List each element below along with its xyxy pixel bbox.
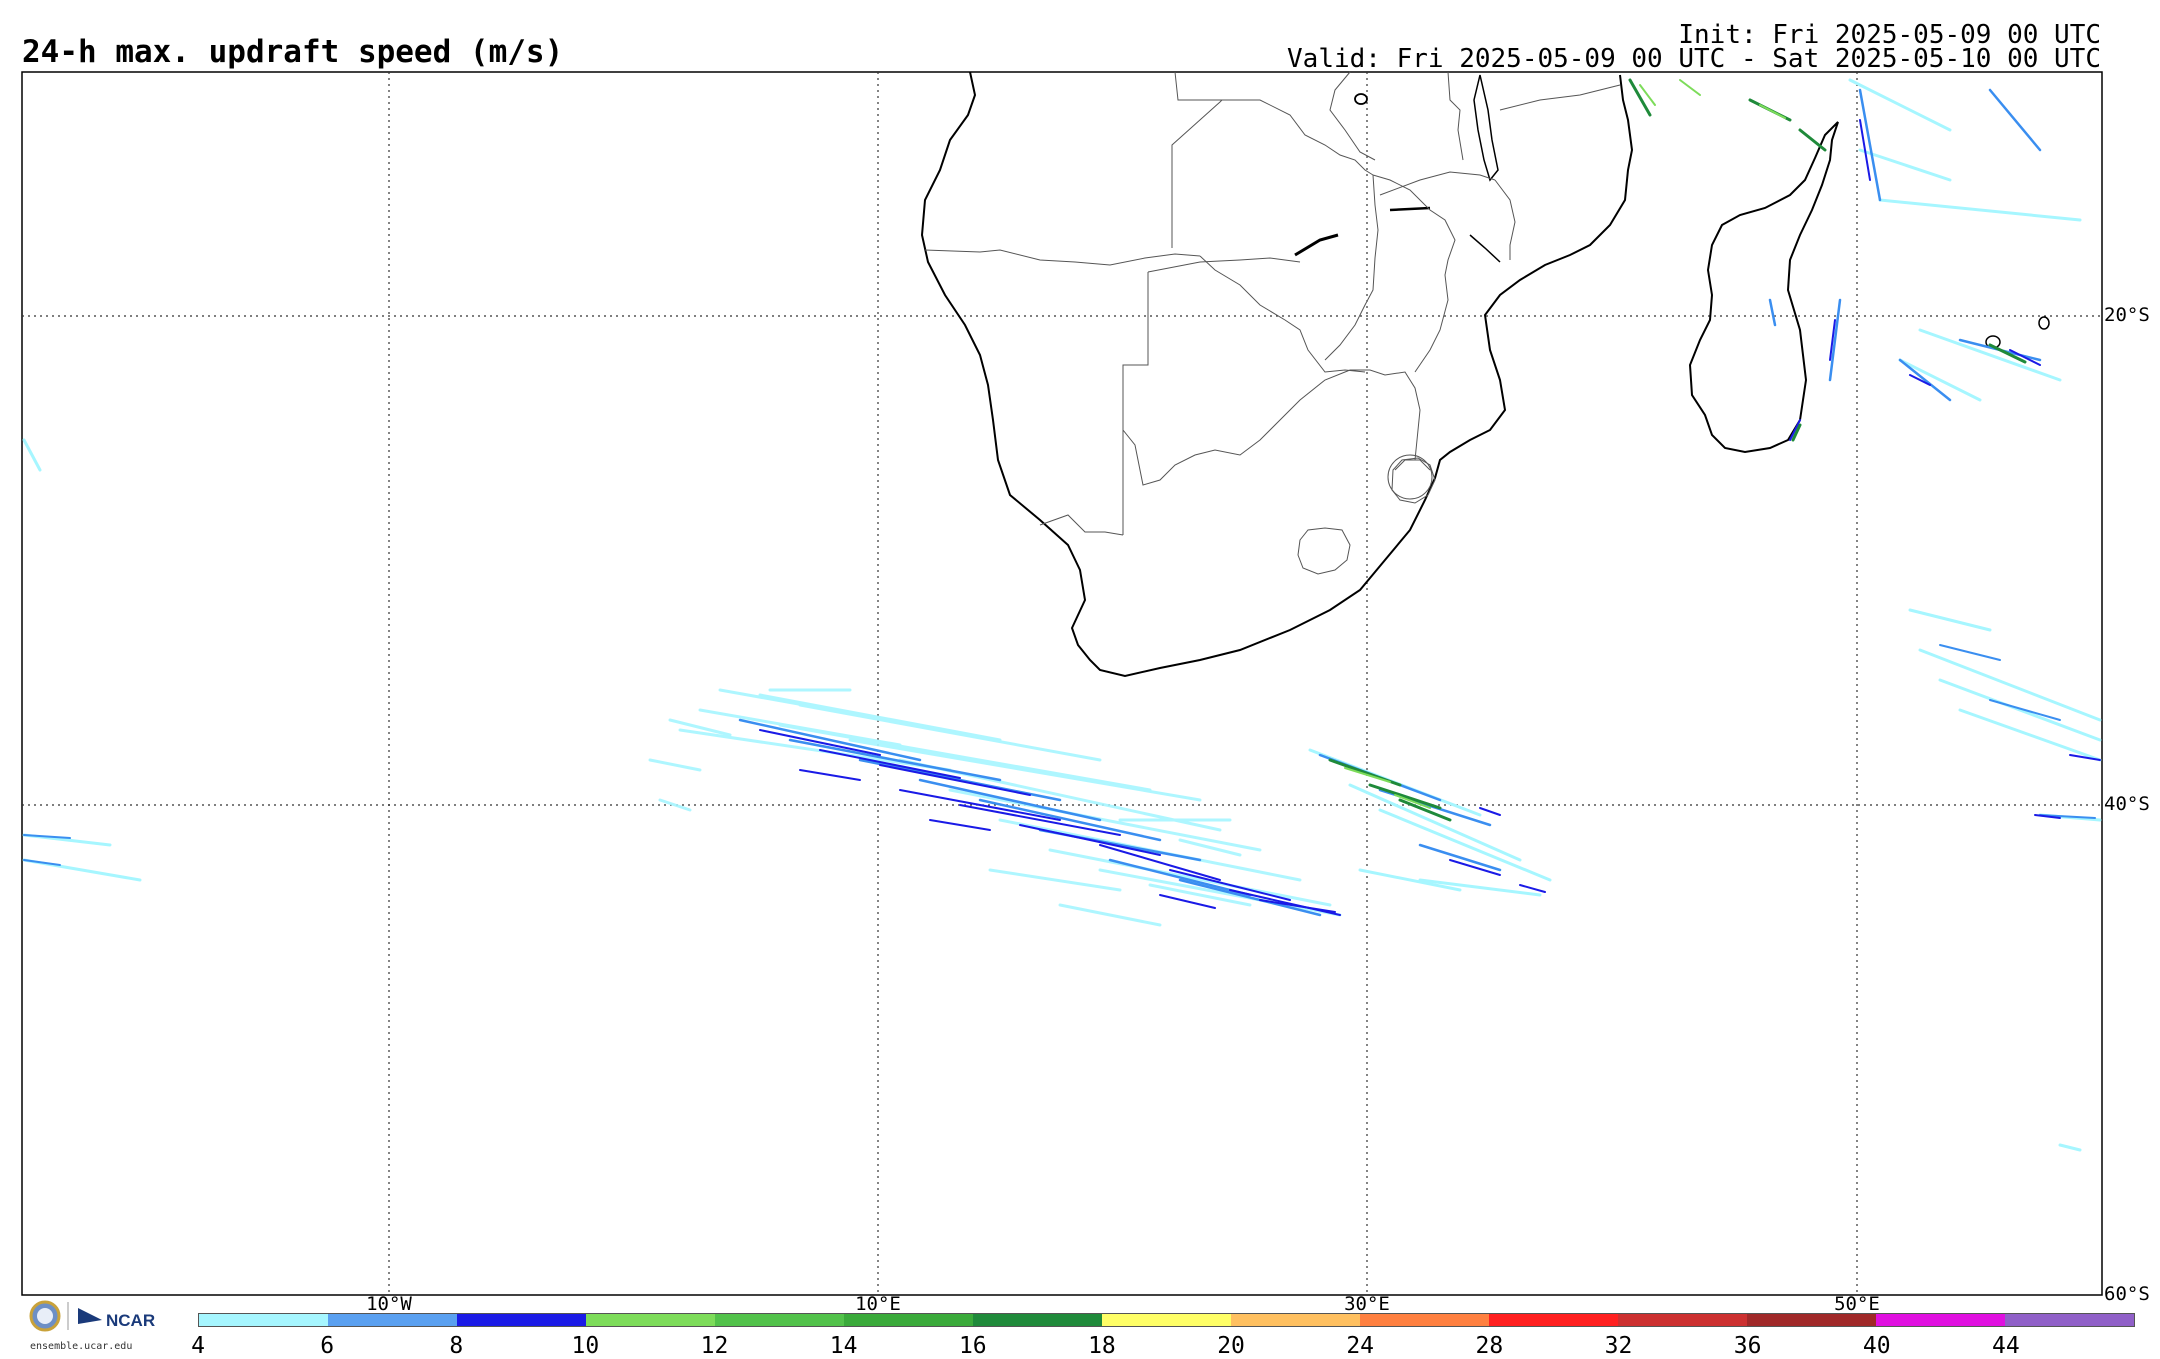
colorbar-tick-label: 4	[191, 1333, 205, 1359]
country-borders	[924, 71, 1621, 575]
coastline	[920, 71, 2050, 678]
colorbar-tick-label: 8	[449, 1333, 464, 1359]
colorbar-tick-label: 14	[829, 1333, 858, 1359]
colorbar-segment	[328, 1314, 457, 1326]
colorbar-segment	[1231, 1314, 1360, 1326]
map-title: 24-h max. updraft speed (m/s)	[22, 34, 564, 70]
colorbar-segment	[1618, 1314, 1747, 1326]
ncar-logo	[29, 1300, 102, 1332]
colorbar-tick-label: 40	[1862, 1333, 1891, 1359]
colorbar-segment	[1360, 1314, 1489, 1326]
colorbar-tick-label: 12	[700, 1333, 729, 1359]
lon-label-10e: 10°E	[855, 1293, 901, 1315]
ncar-label: NCAR	[106, 1311, 156, 1330]
map-frame	[21, 71, 2103, 1296]
ncar-mark-icon	[78, 1308, 102, 1324]
colorbar-tick-label: 18	[1088, 1333, 1116, 1359]
colorbar-tick-label: 10	[571, 1333, 600, 1359]
colorbar-segment	[1489, 1314, 1618, 1326]
lat-label-40s: 40°S	[2104, 793, 2150, 815]
colorbar-segment	[1102, 1314, 1231, 1326]
colorbar-tick-label: 16	[958, 1333, 987, 1359]
colorbar-tick-label: 20	[1217, 1333, 1245, 1359]
colorbar-segment	[973, 1314, 1102, 1326]
lon-label-50e: 50°E	[1834, 1293, 1880, 1315]
lon-label-30e: 30°E	[1344, 1293, 1390, 1315]
colorbar-segment	[199, 1314, 328, 1326]
colorbar-tick-label: 6	[320, 1333, 335, 1359]
colorbar-segment	[457, 1314, 586, 1326]
colorbar-segment	[586, 1314, 715, 1326]
lat-label-60s: 60°S	[2104, 1283, 2150, 1305]
valid-time: Valid: Fri 2025-05-09 00 UTC - Sat 2025-…	[1287, 44, 2101, 74]
lat-label-20s: 20°S	[2104, 304, 2150, 326]
colorbar-tick-label: 24	[1346, 1333, 1375, 1359]
colorbar-segment	[1876, 1314, 2005, 1326]
colorbar-segment	[2005, 1314, 2134, 1326]
colorbar-tick-label: 28	[1475, 1333, 1504, 1359]
colorbar-tick-label: 44	[1992, 1333, 2020, 1359]
logo-url: ensemble.ucar.edu	[30, 1341, 133, 1352]
colorbar-segment	[844, 1314, 973, 1326]
colorbar-tick-label: 36	[1733, 1333, 1762, 1359]
colorbar	[198, 1313, 2135, 1327]
updraft-field	[22, 78, 2102, 1152]
colorbar-segment	[1747, 1314, 1876, 1326]
colorbar-tick-label: 32	[1604, 1333, 1633, 1359]
graticule	[22, 72, 2102, 1295]
lon-label-10w: 10°W	[366, 1293, 412, 1315]
colorbar-segment	[715, 1314, 844, 1326]
init-time: Init: Fri 2025-05-09 00 UTC	[1678, 20, 2101, 50]
